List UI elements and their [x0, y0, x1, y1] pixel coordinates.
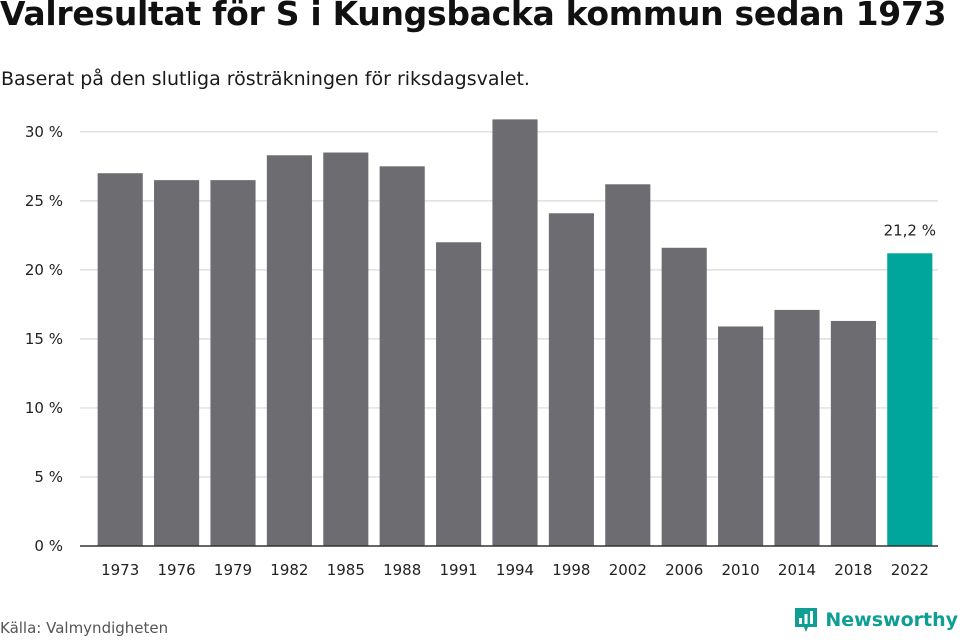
x-tick-label: 1982: [270, 561, 308, 579]
bar: [379, 166, 425, 547]
bar: [548, 213, 594, 546]
bar: [605, 184, 651, 546]
x-tick-label: 2002: [609, 561, 647, 579]
bar: [718, 326, 764, 546]
bar: [887, 253, 933, 546]
y-tick-label: 5 %: [34, 468, 63, 486]
bar: [830, 320, 876, 546]
chart-title: Valresultat för S i Kungsbacka kommun se…: [0, 0, 947, 33]
bar: [266, 155, 312, 547]
newsworthy-logo-icon: [795, 608, 818, 632]
data-label: 21,2 %: [884, 221, 936, 239]
x-tick-label: 2010: [722, 561, 760, 579]
x-tick-label: 1998: [552, 561, 590, 579]
bar-chart: 0 % 5 % 10 % 15 % 20 % 25 % 30 % 1973 1976 1979 19…: [25, 119, 938, 579]
y-tick-label: 20 %: [25, 261, 63, 279]
x-tick-label: 1988: [383, 561, 421, 579]
y-tick-label: 30 %: [25, 123, 63, 141]
bar: [661, 247, 707, 546]
bar: [323, 152, 369, 547]
x-tick-label: 1994: [496, 561, 534, 579]
x-tick-label: 2022: [891, 561, 929, 579]
source-note: Källa: Valmyndigheten: [0, 619, 169, 637]
brand-logo: Newsworthy: [793, 606, 958, 634]
bar: [774, 309, 820, 546]
y-tick-label: 15 %: [25, 330, 63, 348]
x-tick-label: 2006: [665, 561, 703, 579]
chart-subtitle: Baserat på den slutliga rösträkningen fö…: [1, 68, 530, 90]
y-tick-label: 25 %: [25, 192, 63, 210]
x-tick-label: 1979: [214, 561, 252, 579]
x-tick-label: 1973: [101, 561, 139, 579]
brand-name: Newsworthy: [825, 609, 958, 631]
x-tick-label: 1985: [327, 561, 365, 579]
bar: [154, 180, 200, 546]
bar: [436, 242, 482, 547]
x-tick-label: 1976: [158, 561, 196, 579]
bar: [210, 180, 256, 546]
y-tick-label: 10 %: [25, 399, 63, 417]
x-tick-label: 2018: [834, 561, 872, 579]
bar: [97, 173, 143, 546]
x-tick-label: 1991: [440, 561, 478, 579]
bar: [492, 119, 538, 546]
x-tick-label: 2014: [778, 561, 816, 579]
y-tick-label: 0 %: [34, 537, 63, 555]
